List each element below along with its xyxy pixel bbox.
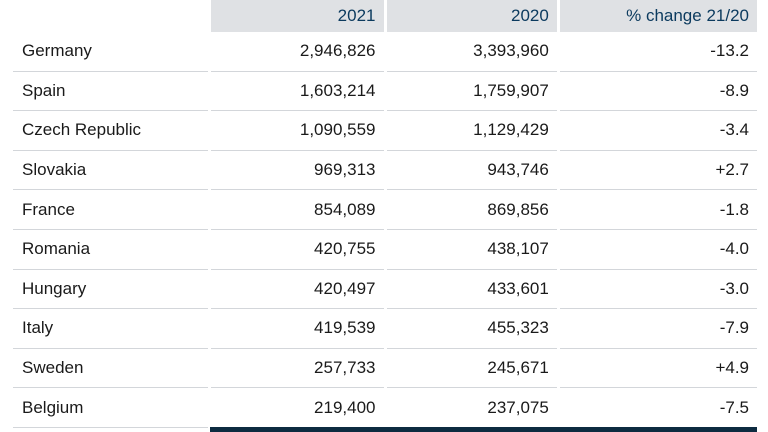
table-bottom-bar xyxy=(210,427,757,432)
value-2021-cell: 419,539 xyxy=(211,309,384,349)
country-cell: Belgium xyxy=(13,388,209,428)
header-pct-change: % change 21/20 xyxy=(559,0,757,32)
value-2021-cell: 219,400 xyxy=(211,388,384,428)
value-2021-cell: 854,089 xyxy=(211,190,384,230)
table-body: Germany 2,946,826 3,393,960 -13.2 Spain 1,603… xyxy=(13,32,757,428)
table-row: France 854,089 869,856 -1.8 xyxy=(13,190,757,230)
header-2020: 2020 xyxy=(386,0,557,32)
pct-change-cell: -3.0 xyxy=(559,270,757,310)
country-cell: Romania xyxy=(13,230,209,270)
table-row: Hungary 420,497 433,601 -3.0 xyxy=(13,270,757,310)
table-row: Czech Republic 1,090,559 1,129,429 -3.4 xyxy=(13,111,757,151)
pct-change-cell: -7.9 xyxy=(559,309,757,349)
value-2020-cell: 943,746 xyxy=(386,151,557,191)
table-row: Slovakia 969,313 943,746 +2.7 xyxy=(13,151,757,191)
table-row: Spain 1,603,214 1,759,907 -8.9 xyxy=(13,72,757,112)
value-2020-cell: 455,323 xyxy=(386,309,557,349)
table-row: Sweden 257,733 245,671 +4.9 xyxy=(13,349,757,389)
country-cell: Hungary xyxy=(13,270,209,310)
value-2020-cell: 237,075 xyxy=(386,388,557,428)
value-2020-cell: 1,129,429 xyxy=(386,111,557,151)
country-cell: Slovakia xyxy=(13,151,209,191)
header-country xyxy=(13,0,208,32)
value-2020-cell: 438,107 xyxy=(386,230,557,270)
pct-change-cell: -3.4 xyxy=(559,111,757,151)
pct-change-cell: -13.2 xyxy=(559,32,757,72)
value-2020-cell: 869,856 xyxy=(386,190,557,230)
header-2021: 2021 xyxy=(211,0,384,32)
pct-change-cell: -8.9 xyxy=(559,72,757,112)
country-cell: France xyxy=(13,190,209,230)
pct-change-cell: +4.9 xyxy=(559,349,757,389)
table-row: Romania 420,755 438,107 -4.0 xyxy=(13,230,757,270)
country-cell: Italy xyxy=(13,309,209,349)
value-2021-cell: 2,946,826 xyxy=(211,32,384,72)
value-2021-cell: 969,313 xyxy=(211,151,384,191)
country-cell: Sweden xyxy=(13,349,209,389)
pct-change-cell: -1.8 xyxy=(559,190,757,230)
pct-change-cell: -4.0 xyxy=(559,230,757,270)
country-cell: Czech Republic xyxy=(13,111,209,151)
country-cell: Germany xyxy=(13,32,209,72)
pct-change-cell: +2.7 xyxy=(559,151,757,191)
value-2021-cell: 1,603,214 xyxy=(211,72,384,112)
value-2020-cell: 1,759,907 xyxy=(386,72,557,112)
value-2021-cell: 420,497 xyxy=(211,270,384,310)
pct-change-cell: -7.5 xyxy=(559,388,757,428)
value-2020-cell: 433,601 xyxy=(386,270,557,310)
value-2021-cell: 257,733 xyxy=(211,349,384,389)
table-row: Germany 2,946,826 3,393,960 -13.2 xyxy=(13,32,757,72)
value-2020-cell: 3,393,960 xyxy=(386,32,557,72)
value-2021-cell: 420,755 xyxy=(211,230,384,270)
table-row: Italy 419,539 455,323 -7.9 xyxy=(13,309,757,349)
table-header: 2021 2020 % change 21/20 xyxy=(13,0,757,32)
country-cell: Spain xyxy=(13,72,209,112)
production-table: 2021 2020 % change 21/20 Germany 2,946,82… xyxy=(13,0,757,428)
table-row: Belgium 219,400 237,075 -7.5 xyxy=(13,388,757,428)
value-2020-cell: 245,671 xyxy=(386,349,557,389)
value-2021-cell: 1,090,559 xyxy=(211,111,384,151)
